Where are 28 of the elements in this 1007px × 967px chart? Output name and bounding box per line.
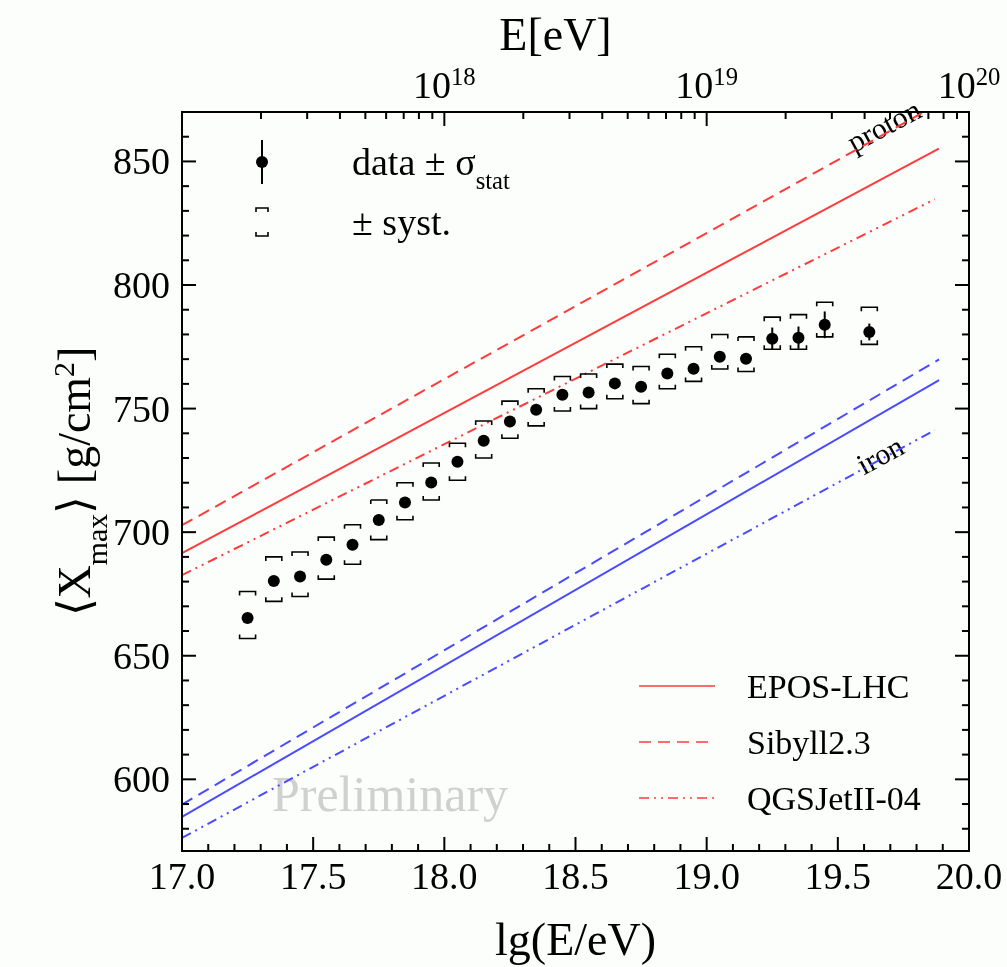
legend-label: EPOS-LHC [747,668,910,705]
y-tick-label: 650 [113,634,170,677]
y-tick-label: 850 [113,140,170,183]
x-axis-title: lg(E/eV) [495,914,656,965]
x2-tick-label: 10$^{18}$ [412,62,476,106]
x2-axis-title: E[eV] [499,9,612,60]
x-tick-label: 18.0 [411,855,478,897]
legend-label: QGSJetII-04 [747,780,921,817]
x-tick-label: 17.5 [279,855,347,897]
x-tick-label: 17.0 [148,855,216,897]
y-tick-label: 600 [113,758,170,801]
bar [789,313,808,351]
y-tick-label: 800 [113,264,170,307]
bar [860,306,879,346]
y-tick-label: 750 [113,387,170,430]
x-tick-label: 18.5 [542,855,609,897]
x-tick-label: 19.5 [804,855,872,897]
x2-tick-label: 10$^{20}$ [937,62,1001,106]
x-tick-label: 20.0 [935,855,1003,897]
x-tick-label: 19.0 [673,855,740,897]
bar [815,301,834,338]
bar [763,316,782,351]
x2-tick-label: 10$^{19}$ [675,62,739,106]
legend-label: data ± σ$_{stat}$ [352,141,511,194]
legend-label: ± syst. [352,201,451,243]
annotation: iron [850,428,909,481]
legend-label: Sibyll2.3 [747,724,871,761]
y-tick-label: 700 [113,511,170,554]
